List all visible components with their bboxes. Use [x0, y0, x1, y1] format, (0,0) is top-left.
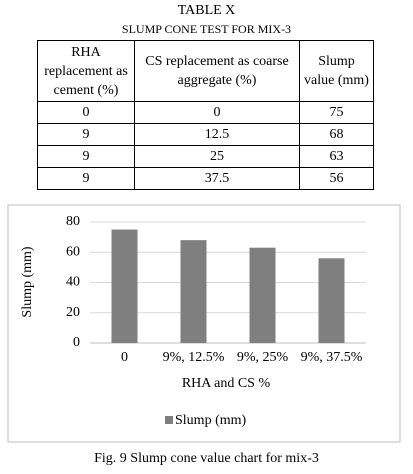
x-tick-label: 9%, 12.5% [163, 350, 225, 365]
table-title: TABLE X [177, 3, 236, 18]
bar [249, 247, 276, 343]
table-row: 9 12.5 68 [37, 123, 374, 146]
table-cell: 63 [299, 145, 374, 168]
legend-swatch [165, 416, 173, 424]
y-tick-label: 0 [73, 335, 80, 350]
table: RHA replacement as cement (%) CS replace… [37, 40, 374, 190]
x-tick-label: 9%, 25% [237, 350, 289, 365]
x-axis-label: RHA and CS % [182, 376, 271, 391]
bar [111, 229, 138, 343]
header-cell: RHA replacement as cement (%) [37, 40, 135, 102]
table-subtitle: SLUMP CONE TEST FOR MIX-3 [121, 22, 292, 36]
x-tick-label: 9%, 37.5% [301, 350, 363, 365]
y-tick-label: 40 [66, 275, 80, 290]
caption: Fig. 9 Slump cone value chart for mix-3 [94, 451, 319, 466]
chart-border [7, 204, 401, 443]
y-axis-label: Slump (mm) [20, 246, 35, 318]
x-tick-label: 0 [121, 350, 128, 365]
y-tick-label: 80 [66, 214, 80, 229]
table-row: 9 37.5 56 [37, 167, 374, 190]
header-cell: Slump value (mm) [299, 40, 374, 102]
y-tick-label: 20 [66, 305, 80, 320]
bar [318, 258, 345, 343]
table-cell: 75 [299, 101, 374, 124]
table-cell: 37.5 [134, 167, 300, 190]
table-cell: 56 [299, 167, 374, 190]
y-tick-label: 60 [66, 244, 80, 259]
bar [180, 240, 207, 343]
legend-label: Slump (mm) [175, 413, 247, 428]
